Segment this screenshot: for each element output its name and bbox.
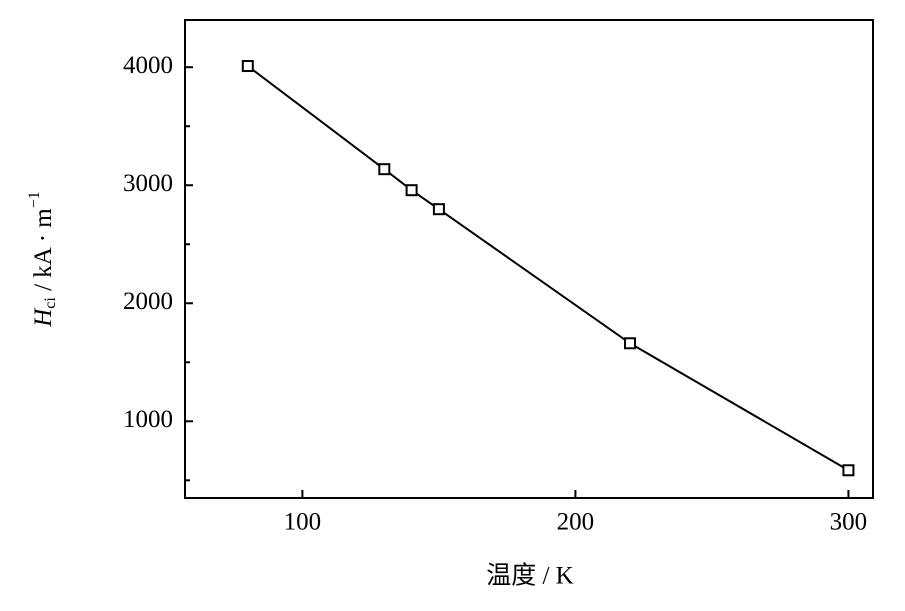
y-label-sub: ci — [42, 297, 59, 309]
y-tick-label: 2000 — [123, 288, 173, 315]
data-marker — [378, 163, 391, 176]
y-tick-label: 1000 — [123, 406, 173, 433]
x-axis-label: 温度 / K — [486, 562, 574, 590]
y-tick-label: 3000 — [123, 170, 173, 197]
y-axis-label: Hci / kA · m−1 — [26, 191, 59, 328]
y-label-sup: −1 — [26, 191, 43, 208]
data-marker — [405, 184, 418, 197]
data-marker — [432, 203, 445, 216]
x-tick-label: 100 — [284, 509, 322, 536]
x-tick-label: 200 — [557, 509, 595, 536]
y-label-unit: / kA · m — [30, 208, 57, 297]
y-label-symbol: H — [30, 307, 57, 328]
data-marker — [842, 464, 855, 477]
x-tick-label: 300 — [830, 509, 868, 536]
data-marker — [241, 60, 254, 73]
plot-frame — [184, 19, 874, 499]
data-marker — [624, 337, 637, 350]
y-tick-label: 4000 — [123, 52, 173, 79]
data-line — [247, 65, 849, 472]
